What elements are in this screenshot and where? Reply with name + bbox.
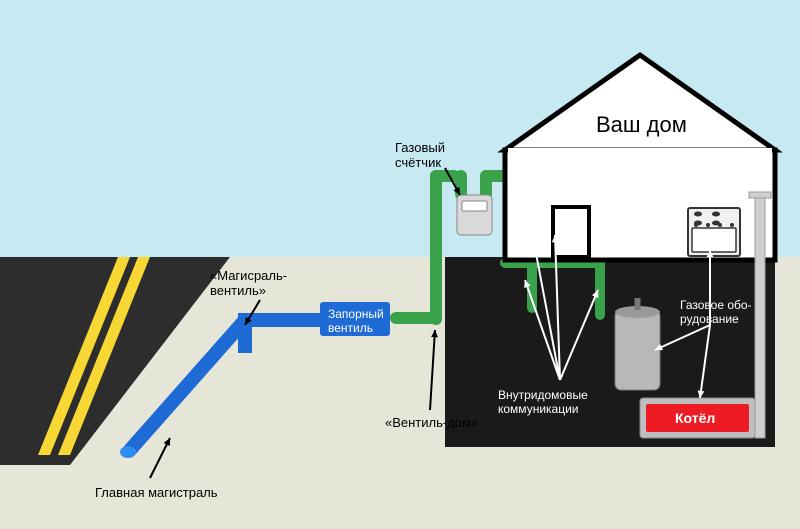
stove-knob	[730, 223, 734, 227]
label-main-line: Главная магистраль	[95, 485, 218, 500]
arrow-house-valve	[430, 330, 435, 410]
house-seam-cover	[508, 148, 772, 154]
gas-meter-display	[462, 201, 487, 211]
label-house-valve: «Вентиль-дом»	[385, 415, 478, 430]
gas-tank	[615, 310, 660, 390]
main-pipe-tee	[238, 313, 252, 353]
stove-knob	[706, 223, 710, 227]
diagram-root: Ваш дом Газовый счётчик «Магисраль- вентил…	[0, 0, 800, 529]
main-pipe-horiz	[245, 313, 330, 327]
label-house: Ваш дом	[596, 112, 687, 138]
label-indoor-comm: Внутридомовые коммуникации	[498, 388, 588, 416]
stove-knob	[718, 223, 722, 227]
label-meter: Газовый счётчик	[395, 140, 445, 170]
pipe-riser	[430, 170, 442, 325]
label-gas-equipment: Газовое обо- рудование	[680, 298, 752, 326]
label-shutoff-valve: Запорный вентиль	[328, 307, 384, 335]
arrow-house-valve-head	[431, 330, 438, 337]
vent-cap	[749, 192, 771, 198]
main-pipe-end	[120, 446, 136, 458]
stove-oven	[692, 228, 736, 252]
gas-tank-pipe	[635, 298, 641, 310]
stove-burner	[712, 212, 720, 217]
vent-pipe	[755, 198, 765, 438]
stove-knob	[694, 223, 698, 227]
svg-layer	[0, 0, 800, 529]
label-main-valve: «Магисраль- вентиль»	[210, 268, 287, 298]
stove-burner	[694, 212, 702, 217]
label-boiler: Котёл	[675, 410, 715, 426]
